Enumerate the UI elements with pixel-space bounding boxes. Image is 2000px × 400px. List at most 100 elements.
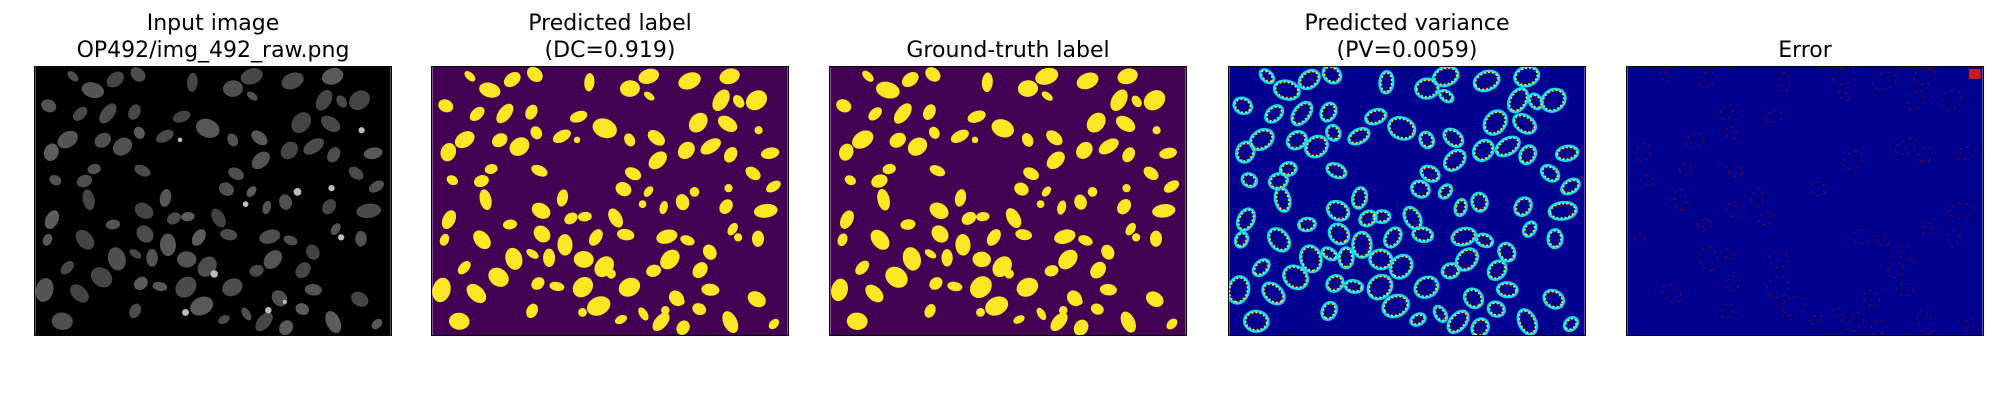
nucleus — [190, 296, 214, 316]
nucleus — [105, 219, 121, 230]
segmented-nucleus — [1101, 244, 1115, 260]
variance-ring-mid — [1380, 72, 1393, 93]
variance-ring-outer — [1251, 258, 1271, 278]
variance-ring-inner — [1497, 138, 1518, 155]
nucleus — [327, 147, 341, 163]
image-frame — [1626, 66, 1984, 336]
variance-ring-inner — [1354, 189, 1365, 207]
variance-ring-inner — [1563, 180, 1578, 193]
variance-ring-outer — [1506, 87, 1530, 114]
nucleus — [136, 225, 154, 243]
variance-ring-outer — [1542, 288, 1566, 310]
nucleus — [82, 189, 95, 211]
segmented-nucleus — [1017, 80, 1039, 97]
segmented-nucleus — [608, 208, 623, 228]
nucleus — [251, 130, 268, 146]
error-ring — [1946, 230, 1960, 248]
variance-ring-mid — [1472, 193, 1487, 211]
variance-ring-outer — [1327, 222, 1351, 246]
image-background — [1627, 67, 1983, 335]
segmented-spot — [1152, 126, 1161, 135]
segmented-nucleus — [1035, 67, 1059, 85]
segmented-nucleus — [479, 189, 492, 211]
segmented-nucleus — [719, 199, 733, 215]
variance-ring-outer — [1413, 275, 1440, 300]
segmented-nucleus — [1005, 208, 1022, 228]
segmented-nucleus — [638, 68, 660, 85]
panel-predicted-label: Predicted label (DC=0.919) — [431, 0, 789, 400]
variance-ring-outer — [1248, 128, 1275, 152]
variance-ring-outer — [1547, 200, 1578, 221]
variance-ring-outer — [1442, 148, 1467, 172]
variance-ring-outer — [1470, 191, 1489, 213]
nucleus — [42, 233, 53, 246]
segmented-nucleus — [722, 311, 739, 334]
variance-ring-outer — [1285, 130, 1308, 151]
nucleus — [336, 95, 348, 108]
segmented-nucleus — [1098, 138, 1119, 155]
segmented-nucleus — [692, 262, 708, 279]
variance-ring-outer — [1486, 300, 1506, 318]
variance-ring-inner — [1329, 203, 1347, 219]
variance-ring-outer — [1387, 115, 1417, 141]
variance-ring-inner — [1490, 303, 1503, 315]
variance-ring-outer — [1388, 253, 1414, 280]
variance-ring-inner — [1543, 167, 1557, 180]
variance-ring-mid — [1327, 164, 1346, 178]
segmented-nucleus — [1086, 112, 1106, 133]
nucleus — [246, 91, 258, 101]
panel-input-image: Input image OP492/img_492_raw.png — [34, 0, 392, 400]
variance-ring-inner — [1324, 67, 1339, 82]
segmented-nucleus — [618, 277, 641, 297]
nucleus — [181, 211, 195, 222]
segmented-nucleus — [747, 291, 766, 308]
segmented-nucleus — [688, 112, 708, 133]
segmented-spot — [734, 233, 743, 242]
nucleus — [303, 138, 324, 155]
variance-ring-inner — [1261, 71, 1272, 82]
error-ring — [1940, 89, 1963, 111]
segmented-nucleus — [1016, 277, 1039, 297]
variance-ring-outer — [1482, 109, 1508, 136]
error-ring — [1922, 222, 1934, 236]
segmented-nucleus — [882, 163, 896, 175]
panel-title: Input image OP492/img_492_raw.png — [34, 10, 392, 64]
variance-ring-inner — [1300, 220, 1314, 229]
segmented-nucleus — [701, 283, 720, 296]
segmented-nucleus — [1074, 194, 1087, 210]
error-ring — [1894, 137, 1917, 156]
variance-ring-mid — [1514, 115, 1535, 133]
variance-ring-mid — [1328, 201, 1349, 220]
variance-ring-mid — [1260, 70, 1274, 83]
segmented-nucleus — [1076, 72, 1099, 90]
bright-spot — [177, 137, 183, 143]
nucleus — [51, 312, 73, 331]
variance-ring-inner — [1453, 230, 1474, 244]
variance-ring-inner — [1230, 278, 1247, 302]
variance-ring-mid — [1389, 117, 1415, 139]
segmented-nucleus — [955, 234, 971, 256]
error-ring — [1697, 219, 1713, 230]
segmented-spot — [724, 183, 733, 193]
variance-ring-inner — [1485, 112, 1505, 133]
error-ring — [1947, 203, 1974, 219]
variance-ring-inner — [1285, 267, 1306, 287]
image-frame — [34, 66, 392, 336]
segmented-nucleus — [885, 266, 908, 288]
variance-ring-inner — [1414, 229, 1431, 240]
variance-ring-mid — [1444, 150, 1465, 170]
segmented-nucleus — [893, 103, 912, 124]
segmented-nucleus — [972, 251, 991, 268]
variance-ring-inner — [1238, 143, 1253, 161]
variance-ring-outer — [1527, 92, 1544, 111]
variance-ring-outer — [1366, 273, 1394, 301]
variance-ring-outer — [1278, 161, 1298, 177]
nucleus — [355, 230, 367, 247]
segmented-nucleus — [525, 104, 538, 120]
segmented-nucleus — [717, 115, 738, 133]
variance-ring-mid — [1274, 81, 1299, 99]
segmented-nucleus — [1090, 261, 1107, 279]
segmented-spot — [638, 200, 647, 209]
variance-ring-mid — [1383, 295, 1408, 317]
variance-ring-inner — [1441, 92, 1452, 101]
